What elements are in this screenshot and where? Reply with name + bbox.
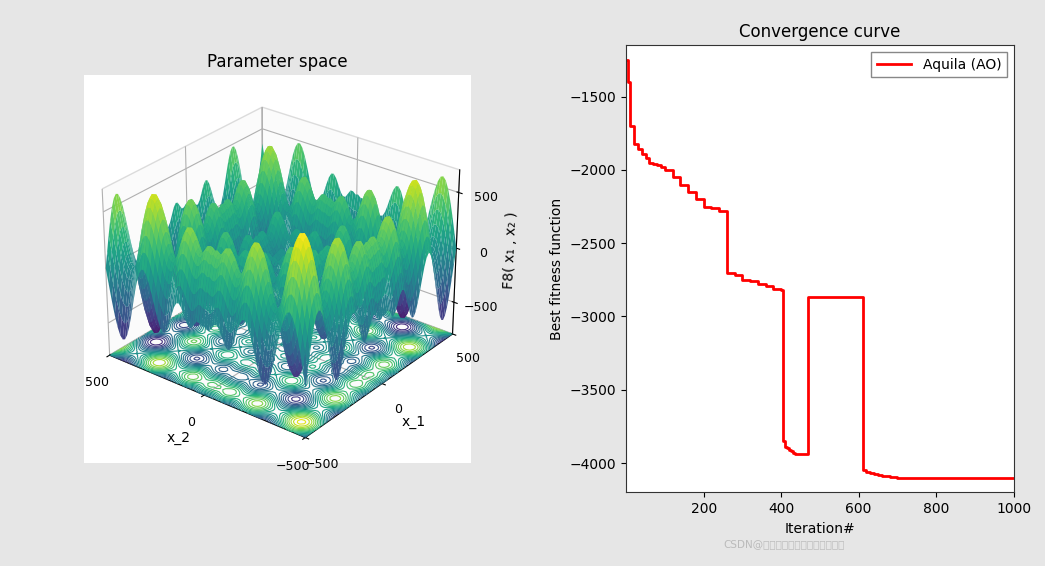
Y-axis label: x_1: x_1: [402, 415, 426, 429]
Aquila (AO): [802, 294, 814, 301]
Title: Convergence curve: Convergence curve: [739, 23, 901, 41]
Title: Parameter space: Parameter space: [207, 53, 348, 71]
Aquila (AO): [774, 287, 788, 294]
Line: Aquila (AO): Aquila (AO): [627, 60, 1014, 478]
Text: CSDN@神经网络与智能优化算法探索: CSDN@神经网络与智能优化算法探索: [723, 539, 844, 549]
X-axis label: Iteration#: Iteration#: [785, 522, 855, 535]
Aquila (AO): [785, 448, 797, 454]
Aquila (AO): [1007, 474, 1020, 481]
X-axis label: x_2: x_2: [167, 431, 191, 445]
Aquila (AO): [792, 451, 805, 458]
Aquila (AO): [891, 474, 904, 481]
Aquila (AO): [621, 57, 633, 63]
Y-axis label: Best fitness function: Best fitness function: [550, 198, 564, 340]
Legend: Aquila (AO): Aquila (AO): [872, 52, 1006, 78]
Aquila (AO): [647, 161, 659, 168]
Aquila (AO): [806, 294, 818, 301]
